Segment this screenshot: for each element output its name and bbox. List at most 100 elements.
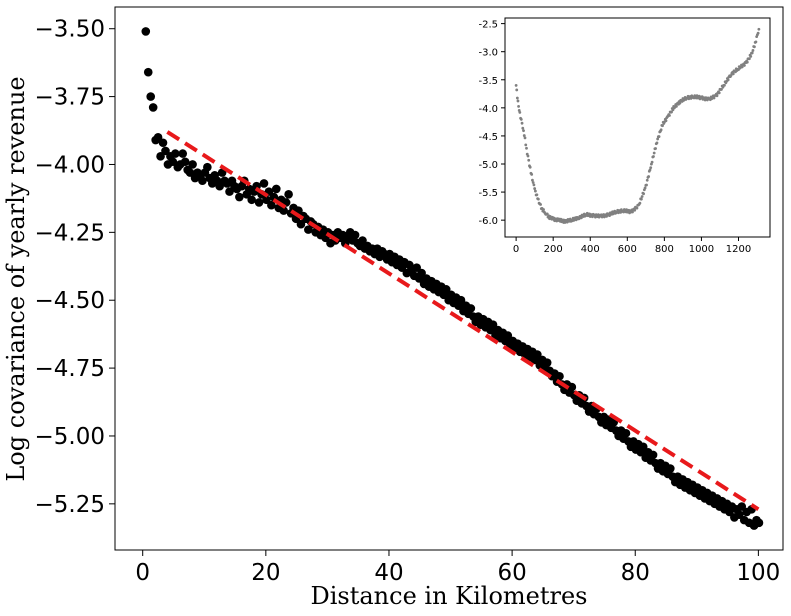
inset-point — [519, 118, 523, 121]
inset-point — [631, 210, 634, 214]
y-tick-label: −3.50 — [35, 17, 105, 43]
inset-point — [516, 99, 520, 103]
data-point — [158, 138, 168, 148]
inset-point — [645, 183, 648, 187]
inset-point — [668, 114, 671, 117]
inset-point — [518, 110, 522, 114]
inset-y-tick-label: -2.5 — [478, 20, 498, 31]
inset-point — [664, 119, 668, 123]
inset-point — [639, 197, 643, 201]
inset-x-tick-label: 800 — [655, 244, 674, 255]
inset-y-tick-label: -5.5 — [478, 188, 498, 199]
inset-point — [517, 104, 520, 108]
y-tick-label: −4.75 — [35, 356, 105, 382]
inset-point — [717, 91, 721, 95]
inset-y-tick-label: -5.0 — [478, 160, 498, 171]
x-tick-label: 80 — [621, 560, 650, 586]
inset-point — [536, 197, 540, 201]
inset-plot-frame — [504, 17, 771, 238]
data-point — [198, 176, 207, 186]
data-point — [542, 358, 552, 367]
data-point — [203, 162, 212, 172]
data-point — [350, 230, 360, 240]
data-point — [254, 198, 264, 207]
inset-point — [654, 147, 657, 150]
inset-point — [542, 208, 545, 211]
inset-point — [642, 192, 646, 196]
inset-point — [729, 74, 733, 77]
inset-point — [520, 121, 524, 125]
inset-point — [720, 87, 723, 91]
inset-point — [675, 104, 678, 108]
inset-x-tick-label: 200 — [544, 244, 563, 255]
inset-y-tick-label: -6.0 — [478, 216, 498, 227]
data-point — [171, 149, 180, 158]
data-point — [555, 371, 564, 381]
inset-point — [652, 151, 656, 155]
inset-y-tick-label: -4.5 — [478, 132, 498, 143]
data-point — [754, 518, 764, 528]
data-point — [141, 27, 151, 36]
inset-axis-ticks: 0 200 400 600 800 1000 1200 -2.5 -3.0 -3.5 -4.0 -4.… — [478, 20, 751, 255]
inset-point — [723, 83, 726, 87]
inset-point — [652, 155, 655, 158]
inset-point — [656, 137, 660, 141]
inset-point — [747, 57, 751, 61]
inset-point — [661, 124, 664, 128]
y-axis-label: Log covariance of yearly revenue — [2, 76, 30, 481]
inset-point — [745, 60, 749, 64]
main-fit-line — [166, 130, 760, 511]
inset-point — [531, 181, 535, 184]
data-point — [466, 304, 476, 313]
main-plot-frame — [114, 6, 784, 551]
data-point — [648, 450, 658, 460]
x-axis-label: Distance in Kilometres — [310, 582, 587, 610]
x-tick-label: 100 — [736, 560, 780, 586]
x-tick-label: 60 — [497, 560, 526, 586]
inset-y-tick-label: -3.5 — [478, 76, 498, 87]
inset-point — [678, 101, 682, 105]
inset-point — [659, 128, 663, 132]
inset-point — [521, 126, 525, 130]
data-point — [180, 157, 190, 167]
x-tick-label: 20 — [251, 560, 280, 586]
inset-point — [524, 143, 528, 147]
inset-point — [563, 221, 567, 224]
inset-point — [532, 183, 536, 187]
inset-point — [523, 136, 527, 140]
y-tick-label: −4.50 — [35, 288, 105, 314]
data-point — [621, 428, 631, 438]
inset-y-tick-label: -4.0 — [478, 104, 498, 115]
inset-y-tick-label: -3.0 — [478, 48, 498, 59]
inset-point — [533, 187, 537, 190]
x-tick-label: 40 — [374, 560, 403, 586]
inset-point — [635, 206, 639, 210]
inset-point — [577, 217, 581, 221]
inset-point — [740, 65, 744, 69]
inset-x-tick-label: 400 — [581, 244, 600, 255]
main-axis-ticks: 0 20 40 60 80 100 −3.50 −3.75 −4.00 −4.25 −4.50 −4.… — [35, 17, 781, 586]
inset-point — [535, 193, 539, 197]
inset-point — [539, 203, 542, 206]
x-tick-label: 0 — [135, 560, 150, 586]
inset-point — [715, 94, 719, 98]
inset-point — [515, 88, 519, 92]
data-point — [267, 200, 276, 210]
inset-point — [515, 96, 519, 100]
fit-line — [166, 130, 760, 511]
inset-point — [640, 195, 644, 198]
inset-point — [527, 158, 531, 162]
inset-point — [602, 215, 606, 219]
inset-x-tick-label: 1200 — [726, 244, 751, 255]
inset-point — [648, 168, 652, 172]
inset-point — [657, 135, 661, 138]
data-point — [272, 184, 281, 194]
y-tick-label: −4.25 — [35, 220, 105, 246]
inset-point — [726, 78, 730, 82]
inset-point — [754, 40, 758, 44]
inset-point — [514, 83, 518, 87]
inset-point — [712, 96, 716, 100]
data-point — [247, 195, 256, 205]
inset-point — [633, 208, 637, 212]
